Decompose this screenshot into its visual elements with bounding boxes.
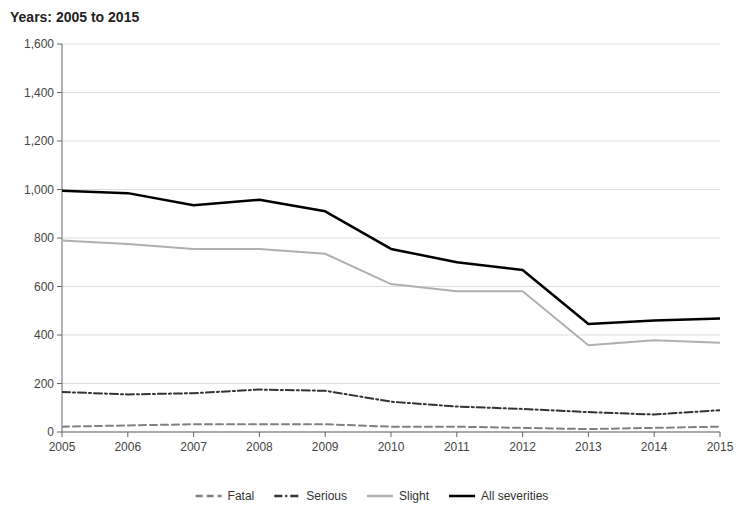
tick-label: 2011 bbox=[444, 440, 470, 454]
tick-mark bbox=[522, 432, 523, 437]
tick-label: 2008 bbox=[246, 440, 273, 454]
tick-mark bbox=[127, 432, 128, 437]
tick-mark bbox=[57, 44, 62, 45]
tick-mark bbox=[57, 141, 62, 142]
tick-label: 600 bbox=[34, 280, 54, 294]
legend-swatch bbox=[196, 495, 222, 498]
tick-mark bbox=[193, 432, 194, 437]
grid-line bbox=[62, 286, 720, 287]
tick-label: 200 bbox=[34, 377, 54, 391]
tick-mark bbox=[57, 238, 62, 239]
tick-label: 2015 bbox=[707, 440, 734, 454]
axis-line bbox=[62, 432, 720, 433]
tick-mark bbox=[57, 92, 62, 93]
legend-label: Slight bbox=[399, 489, 430, 503]
series-line bbox=[62, 191, 720, 324]
tick-label: 1,200 bbox=[24, 134, 54, 148]
grid-line bbox=[62, 432, 720, 433]
legend-swatch bbox=[367, 495, 393, 498]
tick-label: 1,000 bbox=[24, 183, 54, 197]
legend-label: Serious bbox=[306, 489, 347, 503]
tick-label: 2005 bbox=[49, 440, 76, 454]
grid-line bbox=[62, 92, 720, 93]
tick-label: 2010 bbox=[378, 440, 405, 454]
y-axis: 0 200 400 600 800 1,000 1,200 1,400 1,600 bbox=[24, 37, 720, 439]
tick-label: 2009 bbox=[312, 440, 339, 454]
tick-mark bbox=[259, 432, 260, 437]
tick-mark bbox=[456, 432, 457, 437]
axis-line bbox=[62, 44, 63, 432]
chart: Years: 2005 to 2015 0 200 400 600 800 1,000 1,2… bbox=[0, 0, 744, 524]
series-line bbox=[62, 424, 720, 429]
plot-area bbox=[62, 191, 720, 429]
legend-swatch bbox=[274, 495, 300, 498]
tick-mark bbox=[588, 432, 589, 437]
grid-line bbox=[62, 44, 720, 45]
grid-line bbox=[62, 383, 720, 384]
tick-mark bbox=[57, 335, 62, 336]
series-line bbox=[62, 390, 720, 415]
tick-label: 0 bbox=[47, 425, 54, 439]
tick-label: 1,400 bbox=[24, 86, 54, 100]
x-axis: 2005 2006 2007 2008 2009 2010 2011 2012 2013 2014… bbox=[49, 432, 734, 454]
tick-mark bbox=[720, 432, 721, 437]
tick-label: 2013 bbox=[575, 440, 602, 454]
tick-mark bbox=[62, 432, 63, 437]
grid-line bbox=[62, 141, 720, 142]
tick-label: 1,600 bbox=[24, 37, 54, 51]
tick-mark bbox=[654, 432, 655, 437]
tick-mark bbox=[57, 286, 62, 287]
legend-label: All severities bbox=[481, 489, 548, 503]
legend: Fatal Serious Slight All severities bbox=[196, 489, 549, 503]
tick-label: 400 bbox=[34, 328, 54, 342]
tick-label: 2012 bbox=[509, 440, 536, 454]
tick-label: 2007 bbox=[180, 440, 207, 454]
tick-mark bbox=[57, 189, 62, 190]
tick-mark bbox=[57, 432, 62, 433]
series-line bbox=[62, 240, 720, 345]
legend-label: Fatal bbox=[228, 489, 255, 503]
tick-label: 2014 bbox=[641, 440, 668, 454]
tick-label: 800 bbox=[34, 231, 54, 245]
title: Years: 2005 to 2015 bbox=[10, 9, 139, 25]
tick-mark bbox=[325, 432, 326, 437]
tick-mark bbox=[391, 432, 392, 437]
grid-line bbox=[62, 238, 720, 239]
grid-line bbox=[62, 189, 720, 190]
grid-line bbox=[62, 335, 720, 336]
tick-label: 2006 bbox=[114, 440, 141, 454]
legend-swatch bbox=[449, 495, 475, 498]
tick-mark bbox=[57, 383, 62, 384]
